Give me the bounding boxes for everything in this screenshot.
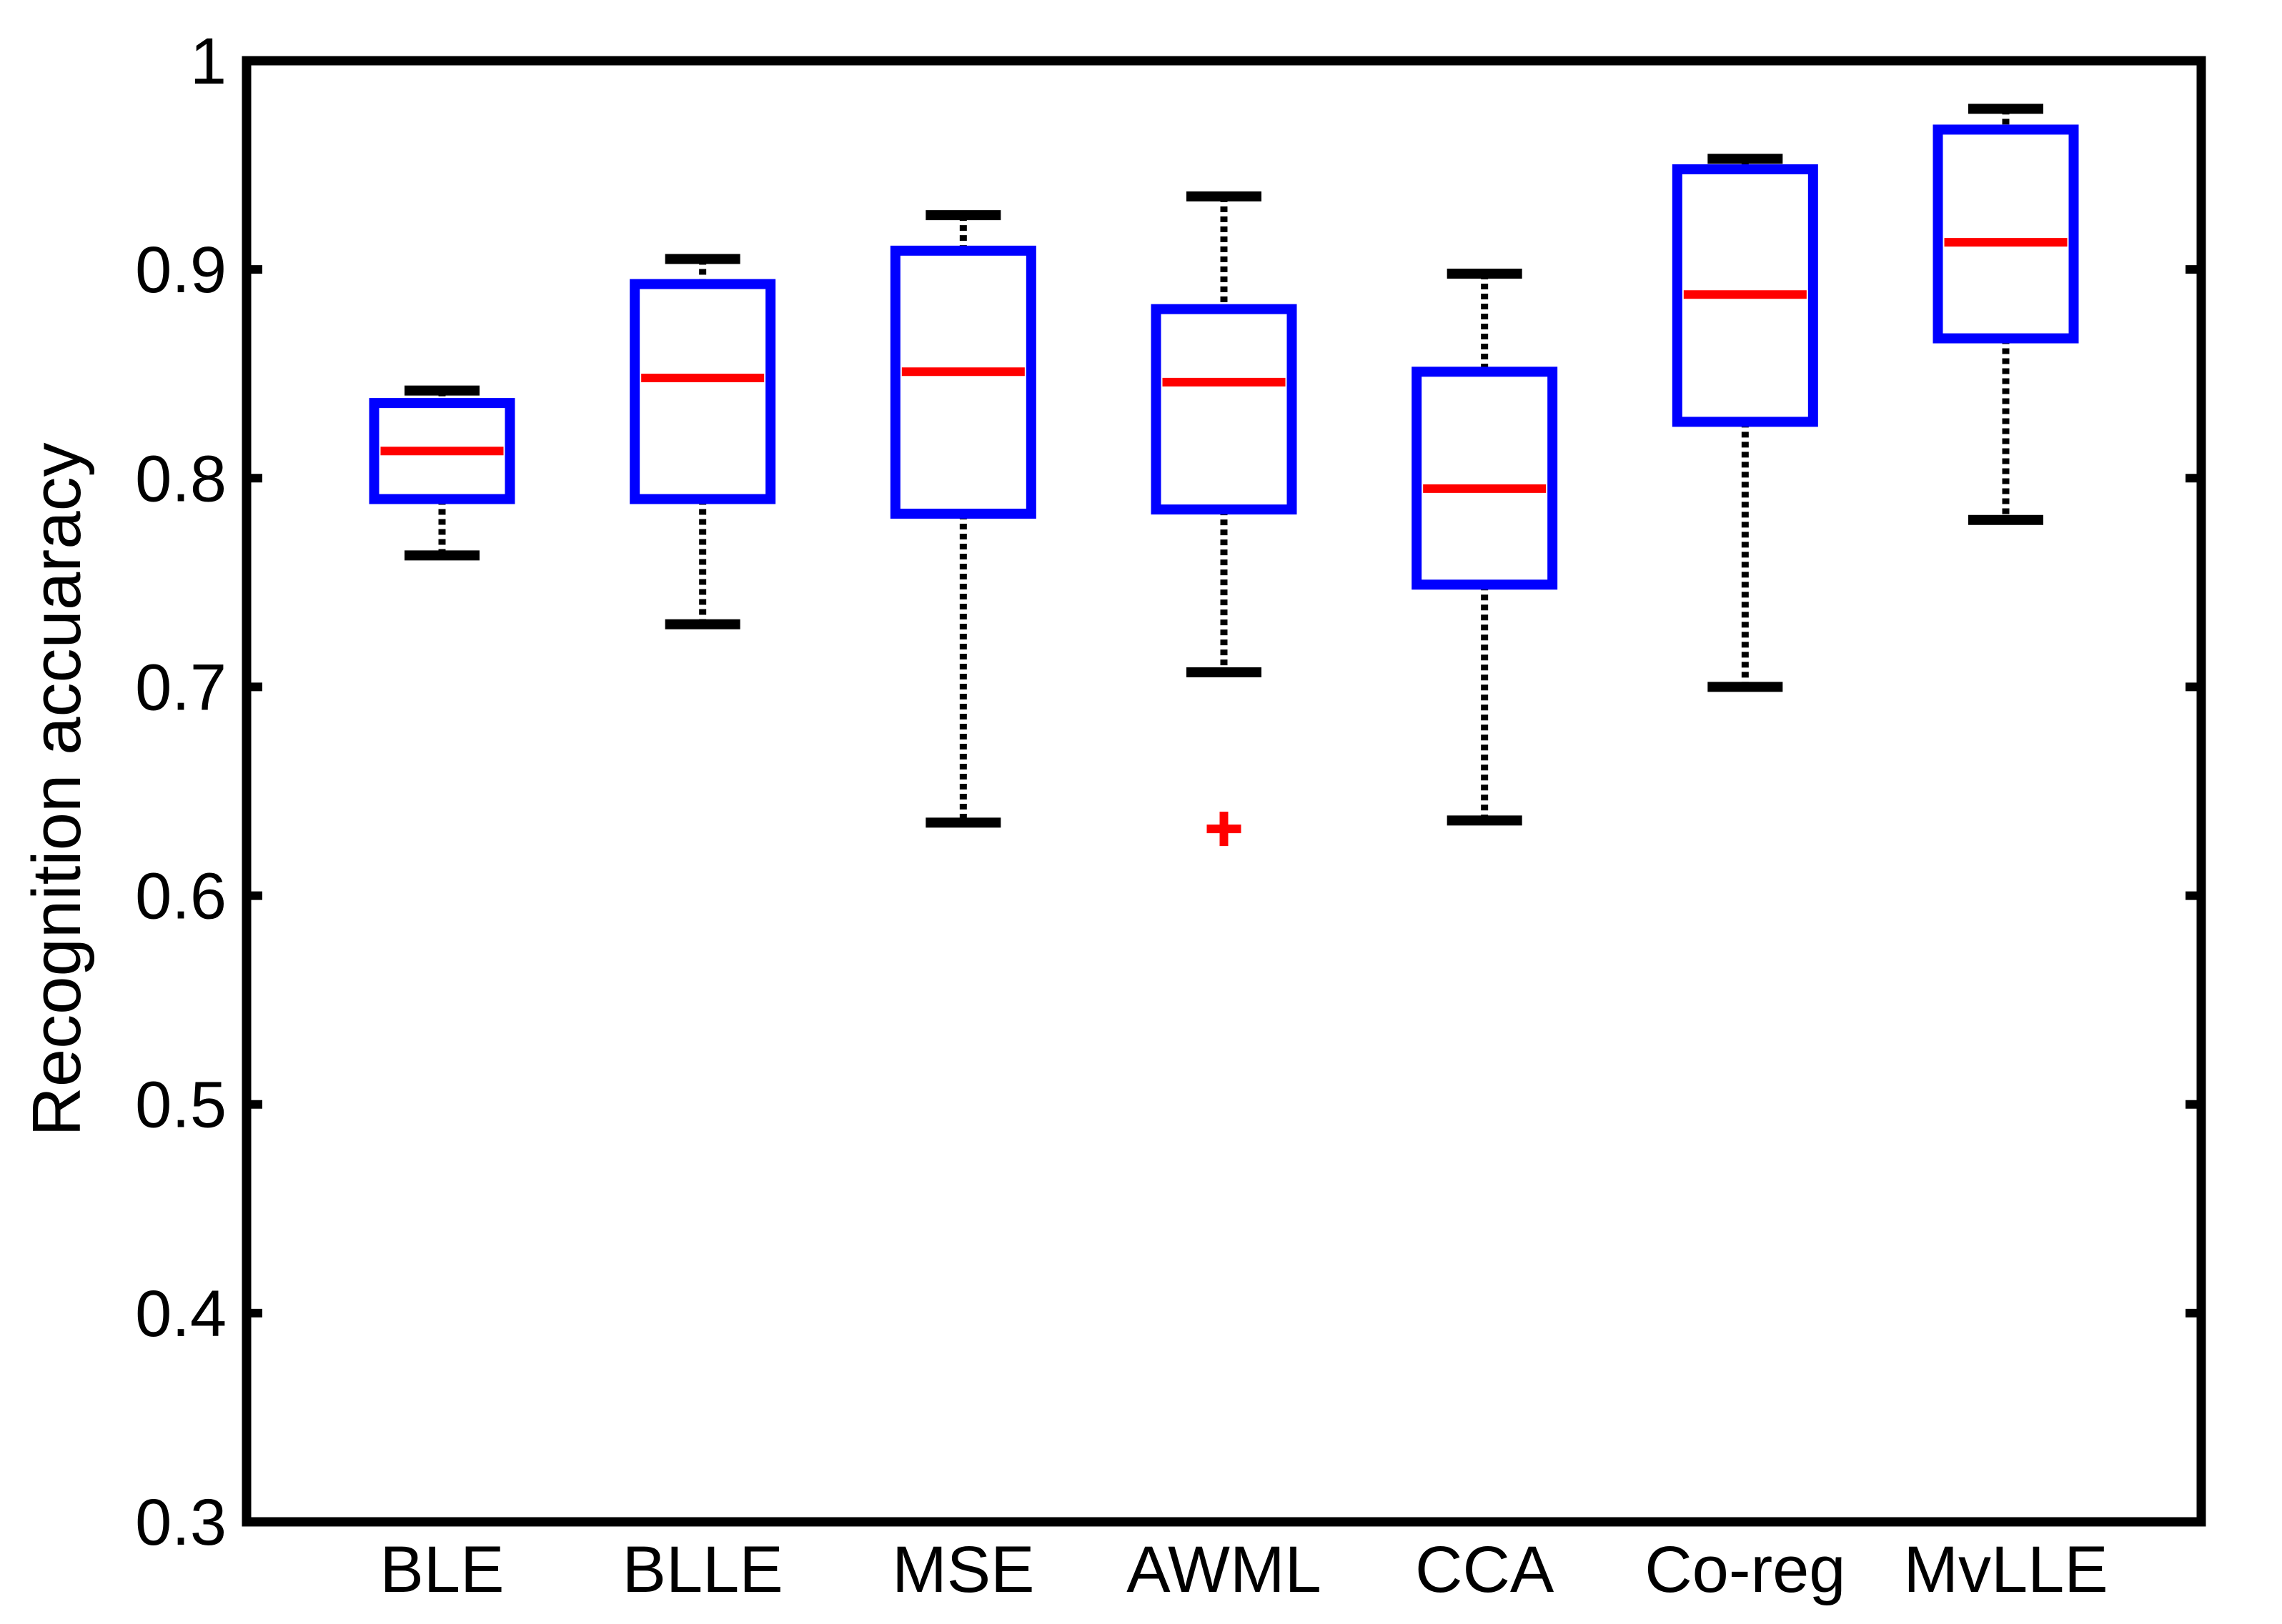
x-tick-label: Co-reg	[1644, 1533, 1845, 1606]
y-tick-label: 0.4	[135, 1277, 227, 1350]
outlier-marker	[1206, 812, 1241, 847]
x-tick-label: MSE	[892, 1533, 1034, 1606]
y-tick-label: 0.5	[135, 1069, 227, 1142]
box-group-blle	[630, 254, 776, 629]
x-tick-label: CCA	[1415, 1533, 1554, 1606]
box-group-ble	[369, 385, 515, 561]
y-tick-label: 1	[190, 25, 227, 98]
x-tick-label: MvLLE	[1903, 1533, 2108, 1606]
box-group-mse	[890, 210, 1036, 828]
x-axis-ticks: BLE BLLE MSE AWML CCA Co-reg MvLLE	[380, 1533, 2108, 1606]
y-axis-label: Recognition accuaracy	[19, 442, 95, 1136]
box-group-awml	[1151, 191, 1297, 847]
box-iqr	[630, 279, 776, 504]
box-group-cca	[1412, 268, 1558, 826]
plot-area	[369, 104, 2079, 847]
y-tick-label: 0.9	[135, 234, 227, 307]
x-tick-label: AWML	[1126, 1533, 1321, 1606]
axes-frame	[242, 56, 2206, 1527]
x-tick-label: BLLE	[622, 1533, 783, 1606]
box-group-co-reg	[1672, 154, 1818, 692]
y-tick-label: 0.3	[135, 1486, 227, 1559]
box-iqr	[1412, 367, 1558, 590]
y-tick-label: 0.8	[135, 442, 227, 515]
box-iqr	[1151, 304, 1297, 515]
y-tick-label: 0.7	[135, 651, 227, 724]
box-iqr	[1933, 124, 2079, 344]
x-tick-label: BLE	[380, 1533, 505, 1606]
box-group-mvlle	[1933, 104, 2079, 525]
y-tick-label: 0.6	[135, 860, 227, 933]
box-iqr	[890, 245, 1036, 519]
